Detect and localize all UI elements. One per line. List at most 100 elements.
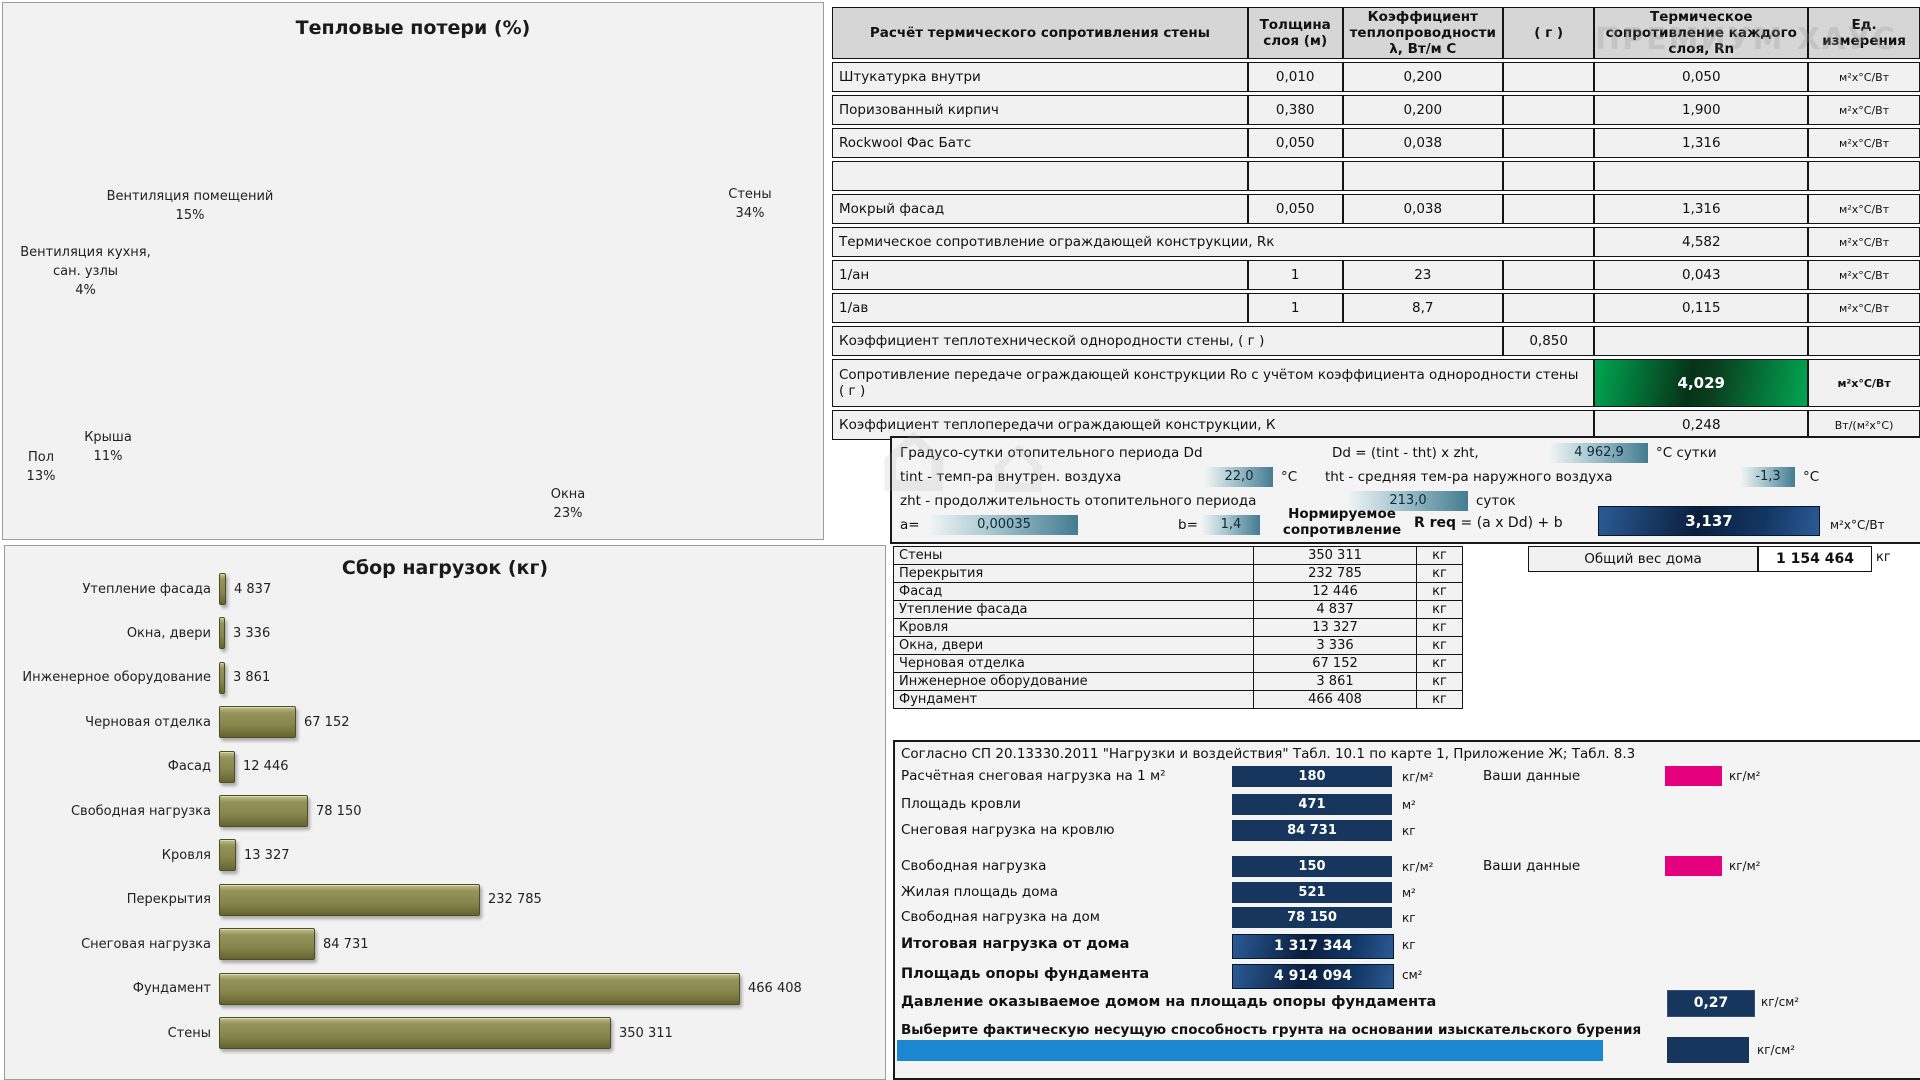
bar-row: Перекрытия 232 785: [5, 878, 885, 922]
pie-label-6: Вентиляция помещений 15%: [106, 189, 274, 223]
weight-row: Фундамент 466 408 кг: [893, 690, 1463, 709]
weight-row: Окна, двери 3 336 кг: [893, 636, 1463, 655]
column-header: ( г ): [1502, 7, 1595, 59]
load-unit: кг: [1402, 911, 1416, 925]
weight-unit: кг: [1416, 600, 1463, 619]
your-data-input[interactable]: [1665, 856, 1722, 876]
highlight-result-cell: 4,029: [1594, 359, 1809, 407]
cell: м²х°С/Вт: [1808, 95, 1920, 125]
cell: [1502, 128, 1595, 158]
load-unit: кг/м²: [1402, 770, 1434, 784]
load-value-box: 84 731: [1232, 820, 1392, 841]
tint-input[interactable]: 22,0: [1205, 467, 1273, 487]
cell: [1342, 161, 1503, 191]
load-label: Снеговая нагрузка на кровлю: [901, 822, 1115, 838]
pressure-unit: кг/см²: [1761, 995, 1800, 1009]
column-header: Термическое сопротивление каждого слоя, …: [1594, 7, 1809, 59]
weight-value: 4 837: [1253, 600, 1417, 619]
table-row: Rockwool Фас Батс 0,050 0,038 1,316 м²х°С/Вт: [832, 128, 1920, 158]
weight-value: 232 785: [1253, 564, 1417, 583]
b-input[interactable]: 1,4: [1202, 515, 1260, 535]
b-label: b=: [1178, 517, 1198, 533]
zht-label: zht - продолжительность отопительного пе…: [900, 493, 1257, 509]
loads-section: Согласно СП 20.13330.2011 "Нагрузки и во…: [893, 740, 1920, 1080]
tht-label: tht - средняя тем-ра наружного воздуха: [1325, 469, 1613, 485]
your-data-label: Ваши данные: [1483, 858, 1581, 874]
cell: 0,038: [1342, 128, 1503, 158]
heat-loss-pie-panel: Тепловые потери (%) Стены 34% Окна 23% Кры…: [2, 2, 824, 540]
your-data-input[interactable]: [1665, 766, 1722, 786]
cell: 0,050: [1247, 194, 1343, 224]
weight-row: Черновая отделка 67 152 кг: [893, 654, 1463, 673]
pressure-label: Давление оказываемое домом на площадь оп…: [901, 994, 1437, 1010]
table-row: 1/ан 1 23 0,043 м²х°С/Вт: [832, 260, 1920, 290]
weight-value: 350 311: [1253, 546, 1417, 565]
cell: м²х°С/Вт: [1808, 359, 1920, 407]
pie-label-4: Пол 13%: [26, 450, 56, 484]
cell: 0,248: [1594, 410, 1809, 440]
cell: 1: [1247, 293, 1343, 323]
bar-row: Черновая отделка 67 152: [5, 700, 885, 744]
tht-input[interactable]: -1,3: [1741, 467, 1795, 487]
rreq-unit: м²х°С/Вт: [1830, 518, 1885, 532]
bar-row: Окна, двери 3 336: [5, 611, 885, 655]
weight-name: Фундамент: [893, 690, 1254, 709]
cell: [1502, 293, 1595, 323]
weight-name: Перекрытия: [893, 564, 1254, 583]
cell: 0,038: [1342, 194, 1503, 224]
bar: [219, 839, 236, 872]
weight-unit: кг: [1416, 546, 1463, 565]
column-header: Расчёт термического сопротивления стены: [832, 7, 1248, 59]
bar-chart: Утепление фасада 4 837 Окна, двери 3 336 Инж…: [5, 546, 885, 1079]
load-label: Площадь опоры фундамента: [901, 966, 1150, 982]
weight-value: 67 152: [1253, 654, 1417, 673]
bar-category-label: Черновая отделка: [85, 714, 211, 730]
cell: Коэффициент теплотехнической однородност…: [832, 326, 1503, 356]
bar: [219, 1017, 611, 1049]
soil-label: Выберите фактическую несущую способность…: [901, 1022, 1642, 1038]
cell: 0,380: [1247, 95, 1343, 125]
cell: Сопротивление передаче ограждающей конст…: [832, 359, 1595, 407]
cell: 0,043: [1594, 260, 1809, 290]
weight-unit: кг: [1416, 582, 1463, 601]
weight-row: Кровля 13 327 кг: [893, 618, 1463, 637]
cell: 4,582: [1594, 227, 1809, 257]
total-weight: Общий вес дома 1 154 464 кг: [1528, 546, 1891, 572]
soil-value-box[interactable]: [1667, 1037, 1749, 1063]
cell: Rockwool Фас Батс: [832, 128, 1248, 158]
loads-note: Согласно СП 20.13330.2011 "Нагрузки и во…: [901, 746, 1636, 762]
cell: [1502, 161, 1595, 191]
table-row: Мокрый фасад 0,050 0,038 1,316 м²х°С/Вт: [832, 194, 1920, 224]
zht-input[interactable]: 213,0: [1348, 491, 1468, 511]
bar-category-label: Кровля: [161, 847, 211, 863]
load-label: Свободная нагрузка на дом: [901, 909, 1100, 925]
tht-unit: °С: [1803, 469, 1820, 485]
column-header: Коэффициент теплопроводности λ, Вт/м С: [1342, 7, 1503, 59]
weight-row: Инженерное оборудование 3 861 кг: [893, 672, 1463, 691]
rreq-value-box: 3,137: [1598, 506, 1820, 536]
bar-chart-title: Сбор нагрузок (кг): [341, 557, 549, 579]
cell: Поризованный кирпич: [832, 95, 1248, 125]
pie-label-3: Крыша 11%: [84, 430, 132, 464]
pressure-value-box: 0,27: [1667, 990, 1755, 1017]
pie-label-1: Стены 34%: [728, 187, 772, 221]
cell: 23: [1342, 260, 1503, 290]
bar-row: Стены 350 311: [5, 1011, 885, 1055]
a-input[interactable]: 0,00035: [930, 515, 1078, 535]
cell: Штукатурка внутри: [832, 62, 1248, 92]
weight-value: 466 408: [1253, 690, 1417, 709]
cell: [1594, 161, 1809, 191]
cell: 0,200: [1342, 62, 1503, 92]
soil-capacity-dropdown[interactable]: [897, 1040, 1603, 1061]
pie-label-2: Окна 23%: [550, 487, 586, 521]
cell: [1502, 194, 1595, 224]
load-label: Жилая площадь дома: [901, 884, 1058, 900]
weights-table: Стены 350 311 кг Перекрытия 232 785 кг Фасад 12…: [893, 546, 1463, 709]
weight-unit: кг: [1416, 672, 1463, 691]
cell: [1502, 62, 1595, 92]
bar: [219, 706, 296, 739]
bar-category-label: Стены: [167, 1025, 211, 1041]
dd-unit: °С сутки: [1656, 445, 1717, 461]
table-row: Сопротивление передаче ограждающей конст…: [832, 359, 1920, 407]
bar: [219, 661, 225, 694]
